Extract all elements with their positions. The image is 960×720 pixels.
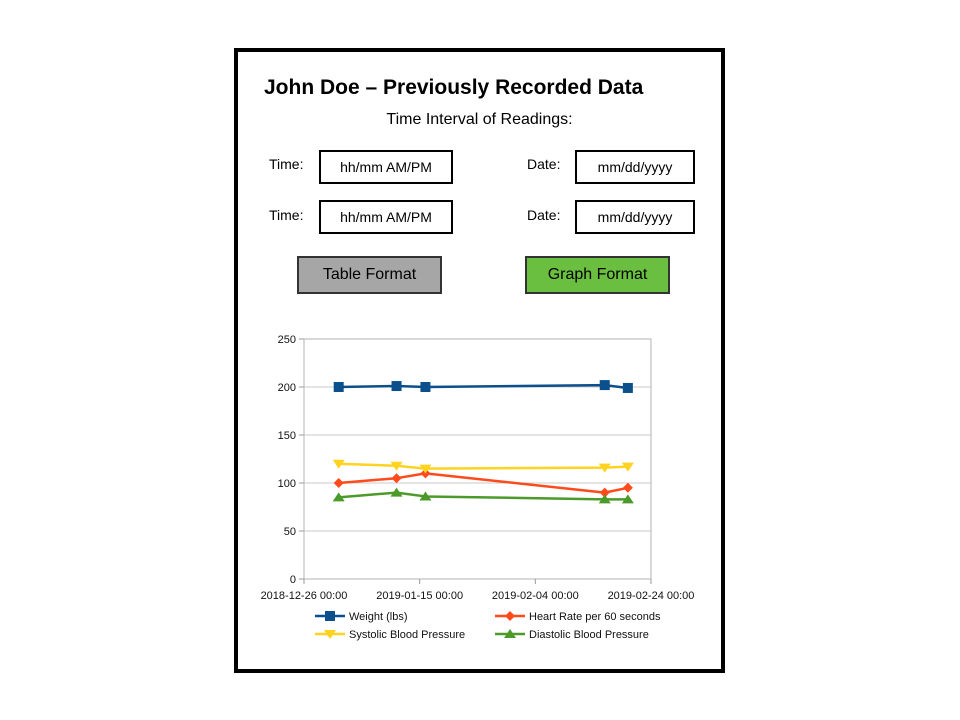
data-point [390,461,403,471]
data-point [622,382,633,393]
y-tick-label: 50 [284,526,296,538]
data-point [598,463,611,473]
start-date-input[interactable] [575,150,695,184]
data-point [621,462,634,472]
x-tick-label: 2018-12-26 00:00 [261,590,348,602]
table-format-button[interactable]: Table Format [297,256,442,294]
data-point [420,382,431,392]
legend-marker [325,611,335,621]
data-panel: John Doe – Previously Recorded Data Time… [234,48,725,673]
y-tick-label: 100 [278,478,296,490]
data-point [599,487,610,498]
data-point [332,459,345,469]
vitals-chart: 0 50 100 150 200 250 2018-12-26 00:00 2019-01-1… [253,324,708,654]
y-tick-label: 0 [290,574,296,586]
data-point [391,473,402,484]
data-point [390,487,403,497]
legend-marker [505,611,515,621]
interval-subtitle: Time Interval of Readings: [386,111,573,128]
series-line-4 [338,491,628,501]
start-time-label: Time: [269,156,304,172]
x-tick-label: 2019-02-04 00:00 [492,590,579,602]
data-point [333,382,344,392]
end-time-input[interactable] [319,200,453,234]
legend-marker [324,630,336,639]
y-tick-label: 150 [278,430,296,442]
graph-format-button[interactable]: Graph Format [525,256,670,294]
y-tick-label: 250 [278,334,296,346]
legend-marker [504,629,516,638]
series-line-3 [338,462,628,470]
line-chart: 0 50 100 150 200 250 2018-12-26 00:00 2019-01-1… [261,334,695,641]
y-tick-label: 200 [278,382,296,394]
legend-label: Systolic Blood Pressure [349,629,465,641]
x-tick-label: 2019-02-24 00:00 [608,590,695,602]
data-point [598,494,611,504]
legend-label: Weight (lbs) [349,611,407,623]
end-date-input[interactable] [575,200,695,234]
data-point [332,492,345,502]
end-date-label: Date: [527,207,561,223]
plot-area [303,338,652,580]
x-tick-label: 2019-01-15 00:00 [376,590,463,602]
page-title: John Doe – Previously Recorded Data [264,76,644,99]
data-point [622,482,633,493]
end-time-label: Time: [269,207,304,223]
legend-label: Heart Rate per 60 seconds [529,611,661,623]
legend-label: Diastolic Blood Pressure [529,629,649,641]
data-point [621,494,634,504]
start-date-label: Date: [527,156,561,172]
data-point [599,380,610,391]
series-line-1 [338,383,629,390]
data-point [391,381,402,392]
data-point [333,478,344,488]
start-time-input[interactable] [319,150,453,184]
data-point [419,491,432,501]
data-point [419,464,432,474]
